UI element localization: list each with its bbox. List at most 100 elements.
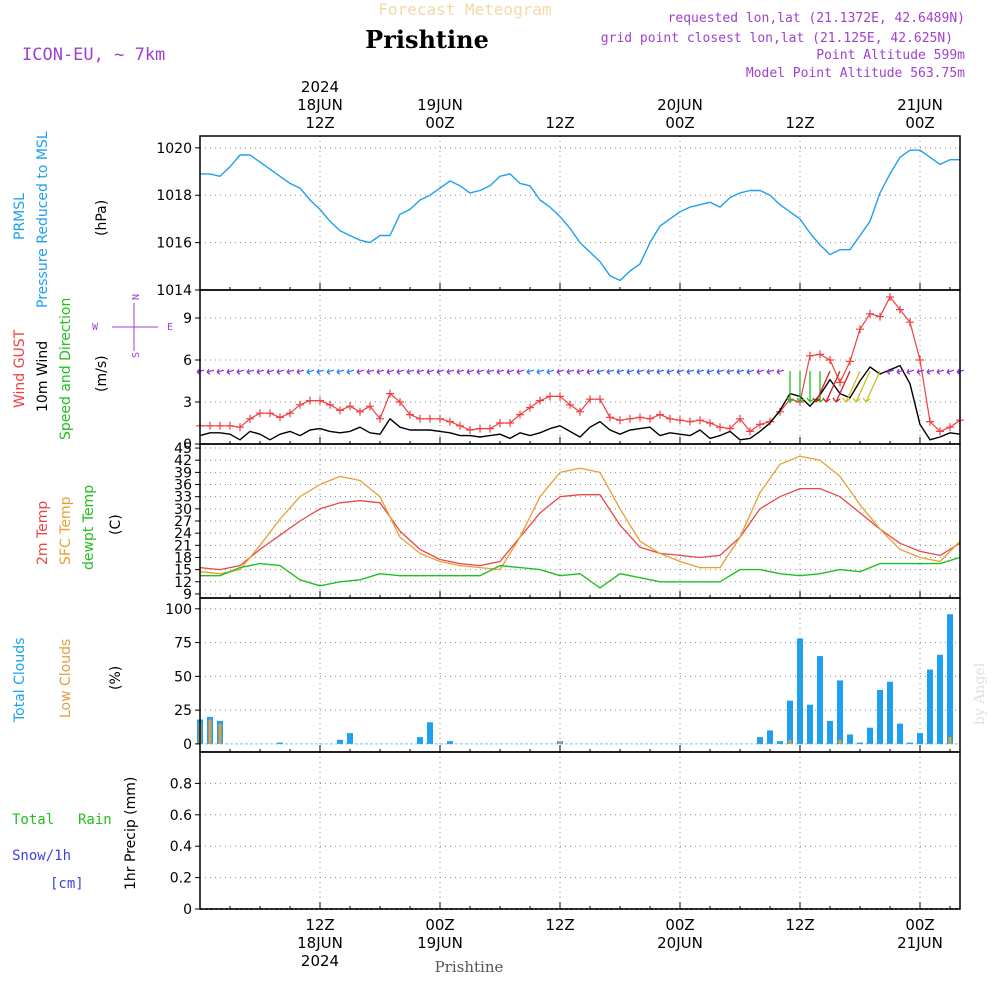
gust-marker bbox=[346, 402, 354, 411]
wind-direction-arrow bbox=[456, 368, 465, 375]
wind-direction-arrow bbox=[356, 368, 365, 375]
gust-marker bbox=[316, 396, 324, 405]
low-cloud-bar bbox=[788, 739, 792, 744]
bottom-time-label: 2024 bbox=[301, 952, 339, 970]
pressure-y-tick-label: 1016 bbox=[156, 236, 192, 252]
low-cloud-bar bbox=[948, 737, 952, 744]
gust-marker bbox=[206, 421, 214, 430]
wind-direction-arrow-strong bbox=[852, 370, 871, 403]
gust-marker bbox=[806, 351, 814, 360]
data-layer bbox=[196, 149, 965, 745]
wind-direction-arrow bbox=[226, 368, 235, 375]
total-cloud-bar bbox=[347, 733, 353, 744]
t2m-line bbox=[199, 487, 961, 571]
wind-direction-arrow bbox=[416, 368, 425, 375]
wind-direction-arrow bbox=[756, 368, 765, 375]
gust-marker bbox=[376, 414, 384, 423]
pressure-side-labels: PRMSL Pressure Reduced to MSL (hPa) bbox=[12, 131, 110, 308]
temp-y-tick-label: 39 bbox=[174, 465, 192, 481]
grid-layer bbox=[200, 136, 960, 910]
wind-10m-label: 10m Wind bbox=[35, 341, 51, 412]
gust-marker bbox=[556, 392, 564, 401]
gust-marker bbox=[406, 410, 414, 419]
gust-marker bbox=[416, 414, 424, 423]
gust-marker bbox=[276, 413, 284, 422]
wind-direction-arrow bbox=[396, 368, 405, 375]
total-cloud-bar bbox=[777, 741, 783, 744]
gust-marker bbox=[586, 395, 594, 404]
gust-marker bbox=[566, 400, 574, 409]
temp-y-tick-label: 9 bbox=[183, 587, 192, 603]
wind-direction-arrow-strong bbox=[806, 371, 815, 403]
gust-marker bbox=[216, 421, 224, 430]
gust-marker bbox=[496, 419, 504, 427]
wind-direction-arrow bbox=[286, 368, 295, 375]
product-title: Forecast Meteogram bbox=[378, 0, 551, 19]
wind-direction-arrow bbox=[446, 368, 455, 375]
gust-marker bbox=[716, 423, 724, 432]
wind-direction-arrow-strong bbox=[842, 370, 861, 403]
wind-direction-arrow bbox=[346, 368, 355, 375]
wind-direction-arrow bbox=[706, 368, 715, 375]
wind-direction-arrow bbox=[386, 368, 395, 375]
total-cloud-bar bbox=[877, 689, 883, 744]
total-cloud-bar bbox=[767, 730, 773, 744]
wind-y-tick-label: 9 bbox=[183, 311, 192, 327]
pressure-panel-frame bbox=[199, 135, 961, 291]
wind-direction-arrow bbox=[256, 368, 265, 375]
total-cloud-bar bbox=[447, 741, 453, 744]
total-cloud-bar bbox=[417, 737, 423, 744]
gust-marker bbox=[526, 403, 534, 412]
total-cloud-bar bbox=[947, 614, 953, 744]
pressure-msl-label: Pressure Reduced to MSL bbox=[35, 131, 51, 308]
wind-panel-frame bbox=[199, 289, 961, 445]
wind-direction-arrow-strong bbox=[796, 371, 805, 403]
wind-direction-arrow bbox=[466, 368, 475, 375]
gust-marker bbox=[636, 413, 644, 422]
gust-marker bbox=[706, 419, 714, 427]
gust-marker bbox=[446, 417, 454, 426]
bottom-time-label: 18JUN bbox=[297, 934, 343, 952]
wind-direction-arrow bbox=[236, 368, 245, 375]
total-cloud-bar bbox=[937, 654, 943, 744]
clouds-y-tick-label: 25 bbox=[174, 703, 192, 719]
wind-direction-arrow bbox=[576, 368, 585, 375]
model-name: ICON-EU, ~ 7km bbox=[22, 45, 165, 65]
wind-direction-arrow bbox=[606, 368, 615, 375]
panel-frames bbox=[195, 135, 961, 910]
precip-y-tick-label: 0.4 bbox=[170, 839, 192, 855]
gust-marker bbox=[946, 423, 954, 432]
temp-y-tick-label: 33 bbox=[174, 490, 192, 506]
wind-direction-arrow bbox=[366, 368, 375, 375]
gust-marker bbox=[426, 414, 434, 423]
wind-direction-arrow bbox=[596, 368, 605, 375]
gust-marker bbox=[576, 407, 584, 416]
gust-marker bbox=[746, 427, 754, 436]
wind-speed-dir-label: Speed and Direction bbox=[58, 298, 74, 440]
gust-marker bbox=[646, 414, 654, 423]
wind-direction-arrow bbox=[776, 368, 785, 375]
dewpt-label: dewpt Temp bbox=[81, 485, 97, 570]
gust-marker bbox=[826, 356, 834, 364]
wind-direction-arrow bbox=[626, 368, 635, 375]
wind-direction-arrow bbox=[746, 368, 755, 375]
wind-direction-arrow-strong bbox=[862, 370, 881, 403]
top-time-label: 00Z bbox=[665, 114, 694, 132]
low-cloud-bar bbox=[558, 741, 562, 744]
gust-marker bbox=[676, 416, 684, 425]
total-cloud-bar bbox=[857, 742, 863, 744]
gust-marker bbox=[686, 417, 694, 426]
bottom-time-label: 00Z bbox=[665, 916, 694, 934]
compass-n: N bbox=[131, 294, 142, 300]
gust-marker bbox=[516, 410, 524, 419]
top-time-label: 00Z bbox=[425, 114, 454, 132]
wind-direction-arrow bbox=[436, 368, 445, 375]
wind-direction-arrow bbox=[296, 368, 305, 375]
wind-direction-arrow bbox=[926, 368, 935, 375]
low-cloud-bar bbox=[208, 719, 212, 744]
wind-direction-arrow bbox=[736, 368, 745, 375]
cm-label: [cm] bbox=[50, 876, 84, 892]
total-cloud-bar bbox=[787, 700, 793, 744]
wind-direction-arrow bbox=[326, 368, 335, 375]
wind-direction-arrow bbox=[686, 368, 695, 375]
